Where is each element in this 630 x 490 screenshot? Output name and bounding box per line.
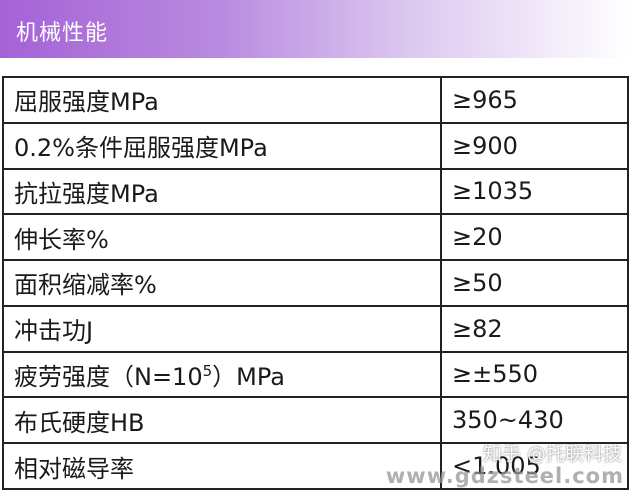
table-row: 布氏硬度HB 350~430 xyxy=(2,396,629,445)
property-name: 屈服强度MPa xyxy=(2,76,442,124)
table-row: 伸长率% ≥20 xyxy=(2,213,629,262)
property-name-suffix: ）MPa xyxy=(212,362,285,391)
property-name: 布氏硬度HB xyxy=(2,396,442,445)
property-value: ≥900 xyxy=(440,121,629,170)
property-name: 抗拉强度MPa xyxy=(2,167,442,216)
property-name-exponent: 5 xyxy=(202,361,213,380)
property-name: 0.2%条件屈服强度MPa xyxy=(2,121,442,170)
property-value: ≥965 xyxy=(440,76,629,124)
property-name: 冲击功J xyxy=(2,304,442,353)
table-row: 疲劳强度（N=105）MPa ≥±550 xyxy=(2,350,629,399)
table-row: 相对磁导率 <1.005 xyxy=(2,442,629,490)
property-name: 伸长率% xyxy=(2,213,442,262)
property-value: ≥82 xyxy=(440,304,629,353)
property-value: 350~430 xyxy=(440,396,629,445)
table-row: 面积缩减率% ≥50 xyxy=(2,259,629,307)
property-name: 疲劳强度（N=105）MPa xyxy=(2,350,442,399)
property-value: ≥20 xyxy=(440,213,629,262)
section-title: 机械性能 xyxy=(16,21,109,46)
property-value: ≥50 xyxy=(440,259,629,307)
table-row: 0.2%条件屈服强度MPa ≥900 xyxy=(2,121,629,170)
mechanical-properties-table: 屈服强度MPa ≥965 0.2%条件屈服强度MPa ≥900 抗拉强度MPa … xyxy=(2,76,629,490)
table-row: 屈服强度MPa ≥965 xyxy=(2,76,629,124)
property-name-prefix: 疲劳强度（N=10 xyxy=(14,362,203,391)
property-value: <1.005 xyxy=(440,442,629,490)
table-row: 抗拉强度MPa ≥1035 xyxy=(2,167,629,216)
property-name: 相对磁导率 xyxy=(2,442,442,490)
property-name: 面积缩减率% xyxy=(2,259,442,307)
property-value: ≥±550 xyxy=(440,350,629,399)
property-value: ≥1035 xyxy=(440,167,629,216)
table-row: 冲击功J ≥82 xyxy=(2,304,629,353)
section-header: 机械性能 xyxy=(0,0,630,58)
